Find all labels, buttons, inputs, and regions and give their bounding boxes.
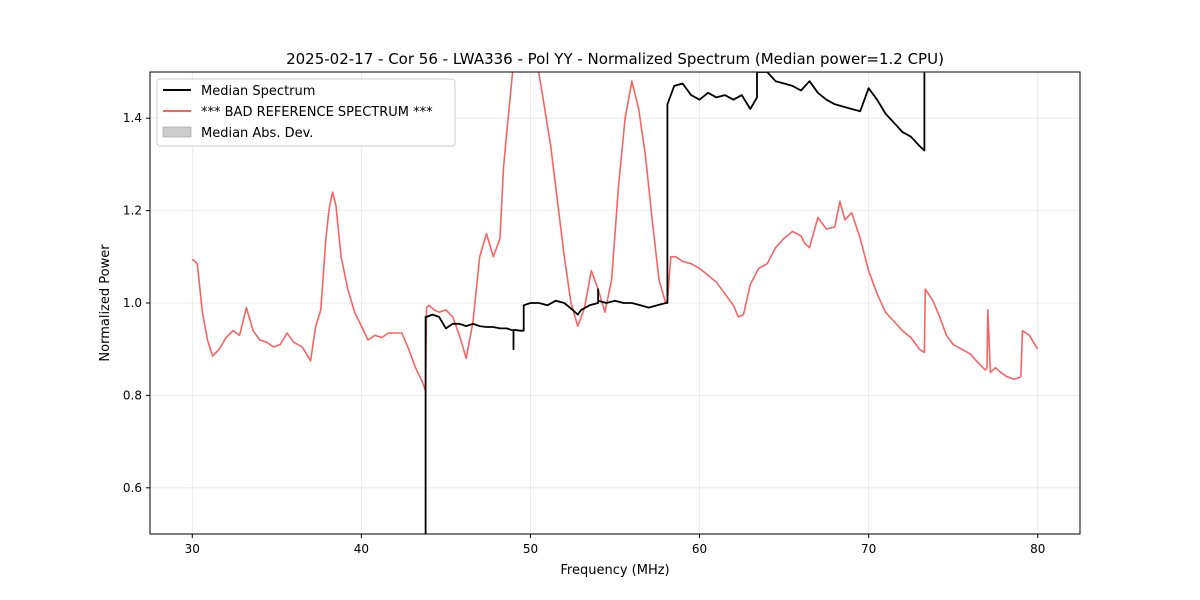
x-axis-label: Frequency (MHz)	[560, 563, 669, 578]
x-tick-label: 60	[692, 542, 707, 556]
legend: Median Spectrum *** BAD REFERENCE SPECTR…	[156, 78, 456, 147]
series-layer	[191, 72, 1039, 534]
series-line-median-spectrum	[424, 72, 926, 534]
y-tick-label: 1.4	[123, 111, 142, 125]
y-axis-label: Normalized Power	[98, 244, 113, 362]
legend-label-reference: *** BAD REFERENCE SPECTRUM ***	[201, 105, 433, 120]
series-line-bad-reference	[191, 72, 1039, 392]
x-tick-label: 80	[1030, 542, 1045, 556]
chart-title: 2025-02-17 - Cor 56 - LWA336 - Pol YY - …	[286, 50, 944, 68]
x-tick-label: 70	[861, 542, 876, 556]
legend-label-median: Median Spectrum	[201, 84, 315, 99]
y-tick-label: 0.8	[123, 388, 142, 402]
x-tick-label: 30	[185, 542, 200, 556]
y-tick-label: 1.0	[123, 296, 142, 310]
legend-label-mad: Median Abs. Dev.	[201, 126, 313, 141]
x-tick-label: 40	[354, 542, 369, 556]
legend-box	[156, 78, 456, 147]
x-tick-label: 50	[523, 542, 538, 556]
y-tick-label: 1.2	[123, 204, 142, 218]
y-tick-label: 0.6	[123, 481, 142, 495]
y-axis-ticks: 0.6 0.8 1.0 1.2 1.4	[123, 111, 150, 495]
legend-swatch-mad	[162, 126, 192, 138]
x-axis-ticks: 30 40 50 60 70 80	[185, 534, 1045, 556]
